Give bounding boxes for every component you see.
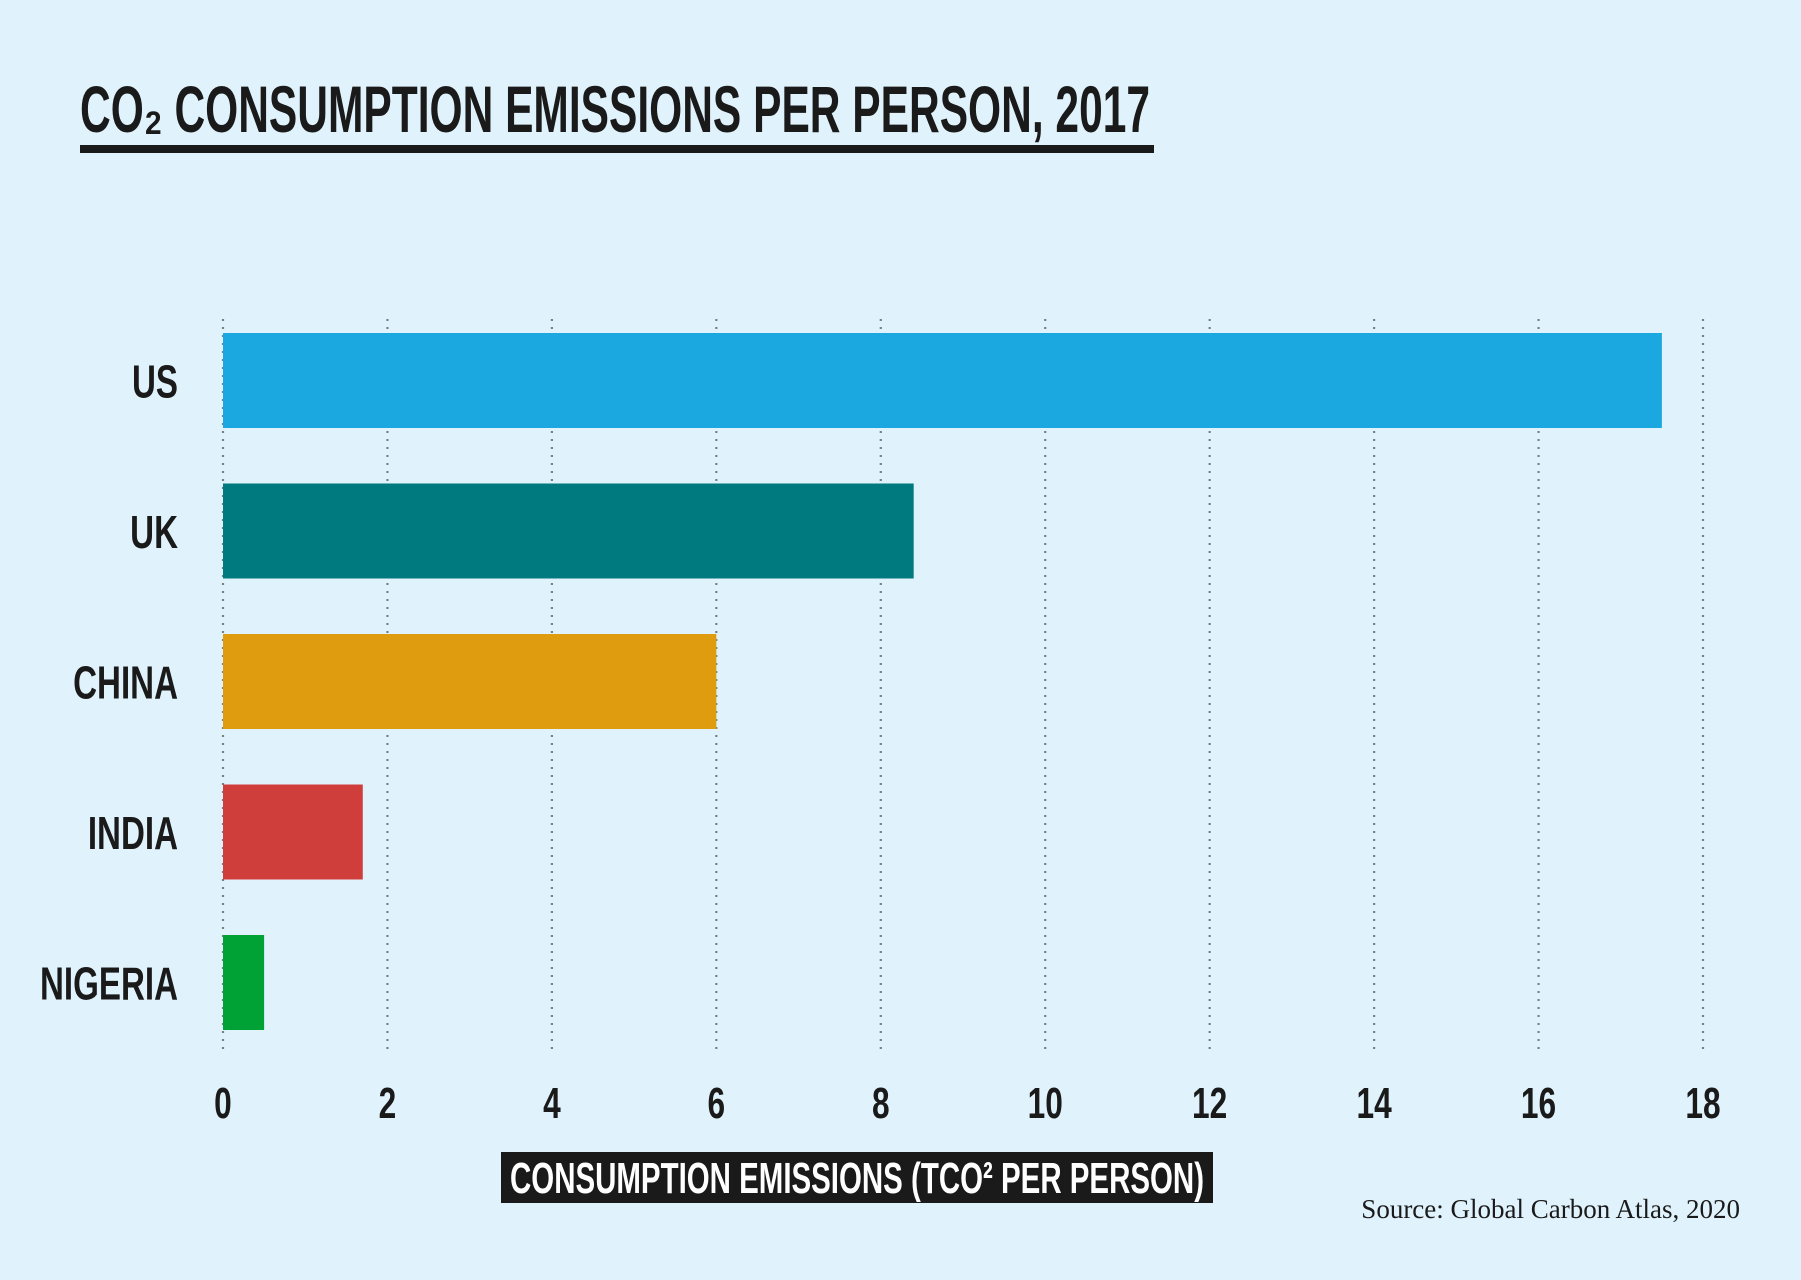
category-label: INDIA <box>88 809 178 859</box>
bar-india <box>223 784 363 880</box>
title-underline <box>80 145 1154 153</box>
bar-china <box>223 634 717 729</box>
category-label: NIGERIA <box>40 959 178 1009</box>
bars <box>223 333 1662 1030</box>
x-tick-label: 18 <box>1685 1079 1720 1128</box>
category-label: CHINA <box>73 658 178 708</box>
category-label: UK <box>130 508 178 558</box>
source-note: Source: Global Carbon Atlas, 2020 <box>1361 1194 1740 1224</box>
bar-uk <box>223 483 914 579</box>
category-label: US <box>132 357 178 407</box>
x-tick-label: 2 <box>379 1079 397 1128</box>
x-tick-label: 12 <box>1192 1079 1227 1128</box>
x-tick-label: 16 <box>1521 1079 1556 1128</box>
x-tick-label: 10 <box>1028 1079 1063 1128</box>
x-axis-label-box <box>501 1152 1213 1203</box>
bar-us <box>223 333 1662 428</box>
x-tick-label: 14 <box>1356 1079 1392 1128</box>
x-axis-label: CONSUMPTION EMISSIONS (TCO² PER PERSON) <box>510 1154 1204 1203</box>
x-tick-label: 8 <box>872 1079 890 1128</box>
chart-title: CO₂ CONSUMPTION EMISSIONS PER PERSON, 20… <box>80 72 1150 146</box>
category-labels: US UK CHINA INDIA NIGERIA <box>40 357 178 1009</box>
x-tick-label: 4 <box>543 1079 561 1128</box>
x-tick-label: 6 <box>708 1079 726 1128</box>
bar-nigeria <box>223 935 265 1030</box>
x-tick-label: 0 <box>214 1079 232 1128</box>
x-tick-labels: 0 2 4 6 8 10 12 14 16 18 <box>214 1079 1720 1128</box>
